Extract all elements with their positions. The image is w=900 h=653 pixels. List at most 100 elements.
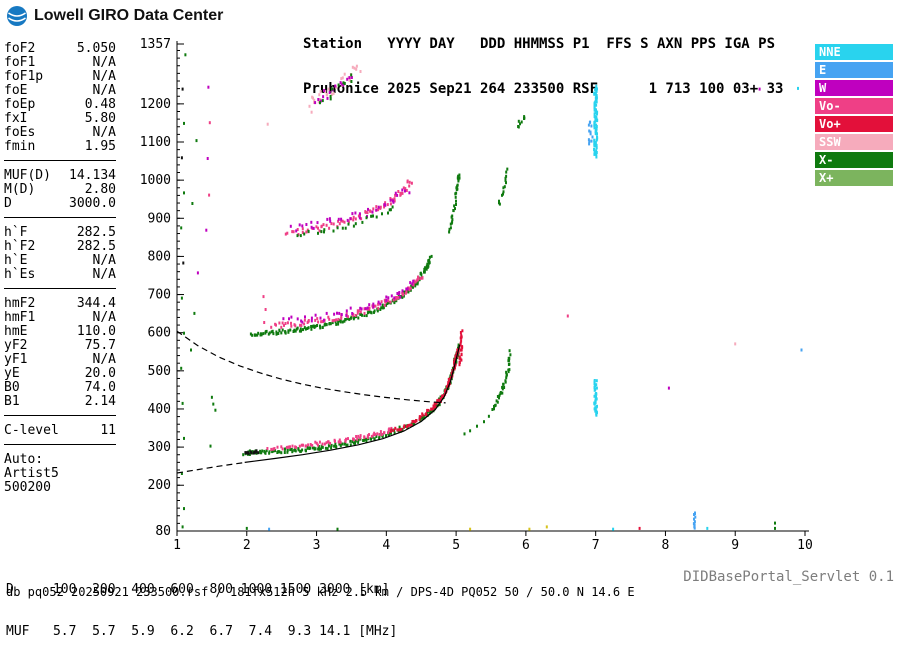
param-label: yF2 <box>4 338 28 353</box>
param-row-hF: h`F 282.5 <box>4 226 116 240</box>
series-hop2-pink <box>270 275 424 329</box>
ionogram-plot: 8020030040050060070080090010001100120013… <box>140 37 813 553</box>
param-row-hmF2: hmF2 344.4 <box>4 297 116 311</box>
param-value: 11 <box>100 423 116 438</box>
param-value: 74.0 <box>84 380 116 395</box>
station-header-values: Pruhonice 2025 Sep21 264 233500 RSF 1 71… <box>303 81 784 97</box>
sidebar-params: foF2 5.050 foF1 N/A foF1p N/A foE N/A foEp 0.48 fx… <box>4 40 116 495</box>
param-row-MUFD: MUF(D) 14.134 <box>4 169 116 183</box>
series-hop3-magenta <box>289 188 411 233</box>
series-es-blue-tick <box>692 511 697 530</box>
param-value: 75.7 <box>84 338 116 353</box>
auto-line: Auto: <box>4 452 44 467</box>
param-label: fmin <box>4 139 36 154</box>
param-label: h`F2 <box>4 239 36 254</box>
param-label: hmF2 <box>4 296 36 311</box>
param-row-hmE: hmE 110.0 <box>4 325 116 339</box>
param-row-MD: M(D) 2.80 <box>4 183 116 197</box>
param-value: N/A <box>92 69 116 84</box>
param-label: B0 <box>4 380 20 395</box>
param-label: foF2 <box>4 41 36 56</box>
param-group: MUF(D) 14.134 M(D) 2.80 D 3000.0 <box>4 161 116 218</box>
param-row-yE: yE 20.0 <box>4 367 116 381</box>
param-value: 282.5 <box>76 239 116 254</box>
param-row-foF1: foF1 N/A <box>4 56 116 70</box>
param-row-fxI: fxI 5.80 <box>4 112 116 126</box>
status-line: db pq052 20250921 233500.rsf / 181fx512h… <box>6 585 635 599</box>
svg-text:800: 800 <box>148 249 171 264</box>
series-trace-start-black <box>244 449 260 455</box>
auto-block: Auto: Artist5 500200 <box>4 445 116 495</box>
series-F-red-cusp <box>458 329 464 367</box>
svg-text:5: 5 <box>452 538 460 553</box>
param-label: h`E <box>4 253 28 268</box>
param-label: h`F <box>4 225 28 240</box>
svg-text:80: 80 <box>155 524 171 539</box>
series-hop2-steep-green <box>448 173 461 234</box>
svg-text:300: 300 <box>148 440 171 455</box>
param-label: foF1 <box>4 55 36 70</box>
svg-text:1: 1 <box>173 538 181 553</box>
param-value: N/A <box>92 352 116 367</box>
param-value: 110.0 <box>76 324 116 339</box>
param-row-fmin: fmin 1.95 <box>4 140 116 154</box>
legend-item-Vo-: Vo- <box>815 98 893 114</box>
svg-text:400: 400 <box>148 402 171 417</box>
param-value: N/A <box>92 83 116 98</box>
curve-profile-extension-dashed <box>176 462 244 474</box>
param-value: N/A <box>92 125 116 140</box>
param-value: 5.80 <box>84 111 116 126</box>
param-value: 5.050 <box>76 41 116 56</box>
series-F-trace-1hop-red <box>389 346 461 433</box>
param-row-B1: B1 2.14 <box>4 395 116 409</box>
svg-text:1200: 1200 <box>140 97 171 112</box>
muf-values-row: MUF 5.7 5.7 5.9 6.2 6.7 7.4 9.3 14.1 [MH… <box>6 624 398 639</box>
param-row-yF2: yF2 75.7 <box>4 339 116 353</box>
param-row-foEs: foEs N/A <box>4 126 116 140</box>
svg-text:3: 3 <box>313 538 321 553</box>
param-row-hF2: h`F2 282.5 <box>4 240 116 254</box>
auto-line: 500200 <box>4 480 51 495</box>
legend-item-X+: X+ <box>815 170 893 186</box>
param-label: MUF(D) <box>4 168 51 183</box>
svg-text:1357: 1357 <box>140 37 171 52</box>
param-row-B0: B0 74.0 <box>4 381 116 395</box>
svg-text:1000: 1000 <box>140 173 171 188</box>
svg-text:8: 8 <box>662 538 670 553</box>
series-hop4-xmode <box>517 115 526 129</box>
svg-text:600: 600 <box>148 326 171 341</box>
param-row-foF1p: foF1p N/A <box>4 70 116 84</box>
param-value: 2.80 <box>84 182 116 197</box>
series-rfi-blue-top <box>587 120 594 146</box>
param-label: foEp <box>4 97 36 112</box>
param-label: C-level <box>4 423 59 438</box>
param-value: 1.95 <box>84 139 116 154</box>
param-value: N/A <box>92 253 116 268</box>
param-group: h`F 282.5 h`F2 282.5 h`E N/A h`Es N/A <box>4 218 116 289</box>
series-F-trace-1hop-pink <box>266 426 393 451</box>
logo-text: Lowell GIRO Data Center <box>34 7 224 24</box>
param-row-Clevel: C-level 11 <box>4 424 116 438</box>
giro-globe-icon <box>7 6 27 26</box>
curve-muf-transmission-dashed <box>176 330 446 404</box>
param-value: 0.48 <box>84 97 116 112</box>
param-label: B1 <box>4 394 20 409</box>
station-header: Station YYYY DAY DDD HHMMSS P1 FFS S AXN… <box>303 7 783 112</box>
legend: NNE E W Vo- Vo+ SSW X- X+ <box>815 44 893 188</box>
legend-item-X-: X- <box>815 152 893 168</box>
param-label: hmF1 <box>4 310 36 325</box>
svg-text:7: 7 <box>592 538 600 553</box>
series-hop4-lightpink <box>308 64 362 114</box>
series-hop3-green <box>296 205 394 238</box>
param-row-hmF1: hmF1 N/A <box>4 311 116 325</box>
param-row-foF2: foF2 5.050 <box>4 42 116 56</box>
svg-text:9: 9 <box>731 538 739 553</box>
param-label: fxI <box>4 111 28 126</box>
param-row-yF1: yF1 N/A <box>4 353 116 367</box>
station-header-labels: Station YYYY DAY DDD HHMMSS P1 FFS S AXN… <box>303 36 776 52</box>
svg-text:200: 200 <box>148 478 171 493</box>
y-axis: 80 200 300 400 500 600 700 800 900 1000 1100 1200 13… <box>140 37 184 539</box>
series-F-xmode-cusp <box>491 349 512 411</box>
series-rfi-cyan-top <box>593 84 599 159</box>
param-row-hE: h`E N/A <box>4 254 116 268</box>
